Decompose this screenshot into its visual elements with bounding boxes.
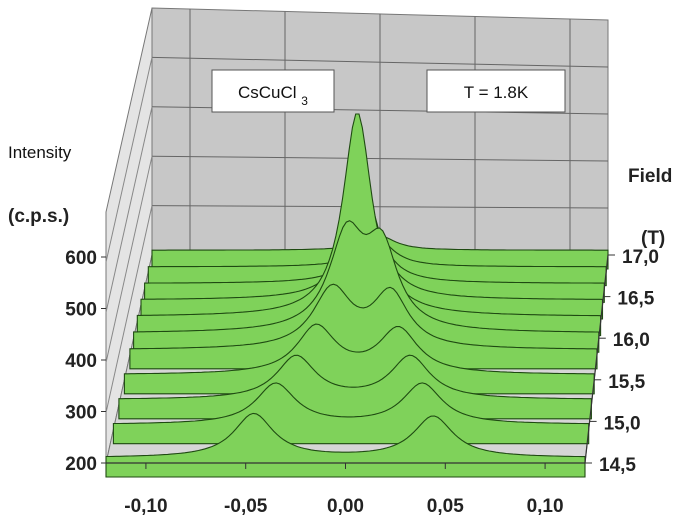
x-tick-label: 0,10 (527, 496, 564, 517)
grid-line-horizontal (151, 155, 609, 162)
surface-plot (105, 113, 609, 478)
surface-slice (105, 412, 586, 478)
temperature-label: T = 1.8K (464, 83, 529, 102)
z-axis-ticks: 17,0 16,5 16,0 15,5 15,0 14,5 (584, 247, 659, 476)
compound-label-subscript: 3 (301, 94, 308, 108)
svg-text:CsCuCl 3: CsCuCl 3 (238, 83, 308, 108)
y-tick-label: 600 (65, 248, 97, 269)
x-axis-ticks: -0,10 -0,05 0,00 0,05 0,10 (106, 462, 585, 517)
compound-label-box: CsCuCl 3 (211, 69, 335, 113)
y-tick-label: 200 (65, 454, 97, 475)
surface-slice (133, 220, 600, 353)
temperature-label-box: T = 1.8K (426, 69, 566, 113)
y-axis-title-line1: Intensity (8, 143, 72, 162)
y-axis-title-line2: (c.p.s.) (8, 206, 69, 227)
side-grid-line (105, 57, 153, 263)
z-axis-title-line2: (T) (641, 228, 665, 249)
z-tick-label: 17,0 (622, 247, 659, 268)
z-tick-label: 15,0 (604, 413, 641, 434)
side-grid-line (105, 156, 153, 363)
z-tick-label: 14,5 (599, 455, 636, 476)
surface-slice (112, 382, 590, 445)
surface-slice (129, 283, 598, 370)
z-tick-label: 15,5 (608, 372, 645, 393)
x-tick-label: -0,10 (124, 496, 167, 517)
y-tick-label: 500 (65, 300, 97, 321)
surface-slice (136, 113, 602, 337)
z-axis-line (584, 254, 609, 464)
z-tick-label: 16,0 (613, 330, 650, 351)
surface-slice (118, 354, 592, 420)
y-axis-ticks: 600 500 400 300 200 (65, 248, 106, 475)
z-tick-label: 16,5 (617, 289, 654, 310)
compound-label: CsCuCl (238, 83, 297, 102)
side-grid-line (105, 106, 153, 313)
side-grid-line (105, 205, 153, 413)
grid-line-horizontal (151, 205, 609, 209)
x-tick-label: 0,05 (427, 496, 464, 517)
x-tick-label: -0,05 (224, 496, 268, 517)
x-tick-label: 0,00 (327, 496, 364, 517)
y-tick-label: 400 (65, 351, 97, 372)
grid-line-horizontal (151, 56, 609, 68)
y-tick-label: 300 (65, 403, 97, 424)
surface-slice (123, 323, 595, 395)
z-axis-title-line1: Field (628, 166, 672, 187)
